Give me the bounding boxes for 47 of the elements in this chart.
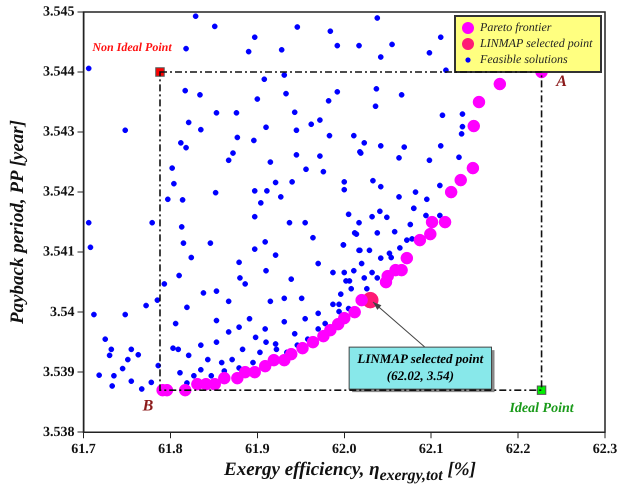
point xyxy=(454,174,467,186)
y-tick-label: 3.542 xyxy=(43,184,74,200)
point xyxy=(248,366,261,378)
annotation: A xyxy=(555,73,568,90)
point xyxy=(414,234,426,246)
x-axis-title: Exergy efficiency, η$_{exergy,tot}$ [%] xyxy=(222,459,477,485)
point xyxy=(472,96,486,108)
legend-label: LINMAP selected point xyxy=(479,36,594,50)
point xyxy=(306,336,320,348)
x-tick-label: 61.8 xyxy=(158,442,183,458)
point xyxy=(494,78,506,90)
y-tick-label: 3.545 xyxy=(43,4,74,20)
point xyxy=(468,120,480,132)
y-tick-label: 3.541 xyxy=(43,244,74,260)
y-tick-label: 3.543 xyxy=(43,124,74,140)
point xyxy=(438,216,452,228)
point xyxy=(424,228,437,240)
annotation: LINMAP selected point (62.02, 3.54) xyxy=(356,350,484,383)
y-tick-label: 3.538 xyxy=(43,424,74,440)
x-tick-label: 62.2 xyxy=(506,442,530,458)
point xyxy=(338,312,350,324)
point xyxy=(218,372,231,384)
annotation: B xyxy=(142,397,154,414)
annotation: Non Ideal Point xyxy=(91,40,172,54)
y-tick-label: 3.539 xyxy=(43,364,74,380)
legend-label: Pareto frontier xyxy=(479,20,552,34)
point xyxy=(444,186,458,198)
legend-label: Feasible solutions xyxy=(479,52,568,66)
point xyxy=(268,354,280,366)
point xyxy=(400,252,414,264)
x-tick-label: 62.3 xyxy=(592,442,618,458)
point xyxy=(258,360,272,372)
x-tick-label: 61.7 xyxy=(71,442,96,458)
x-tick-label: 62.0 xyxy=(332,442,356,458)
x-tick-label: 62.1 xyxy=(418,442,444,458)
point xyxy=(426,216,438,228)
point xyxy=(348,306,361,318)
y-tick-label: 3.54 xyxy=(50,304,74,320)
point xyxy=(296,342,309,354)
point xyxy=(355,294,368,306)
point xyxy=(466,162,480,174)
x-tick-label: 61.9 xyxy=(245,442,270,458)
point xyxy=(536,385,546,395)
annotation: Ideal Point xyxy=(508,400,575,416)
y-tick-label: 3.544 xyxy=(43,64,74,80)
point xyxy=(284,348,298,360)
y-axis-title: Payback period, PP [year] xyxy=(7,120,29,324)
